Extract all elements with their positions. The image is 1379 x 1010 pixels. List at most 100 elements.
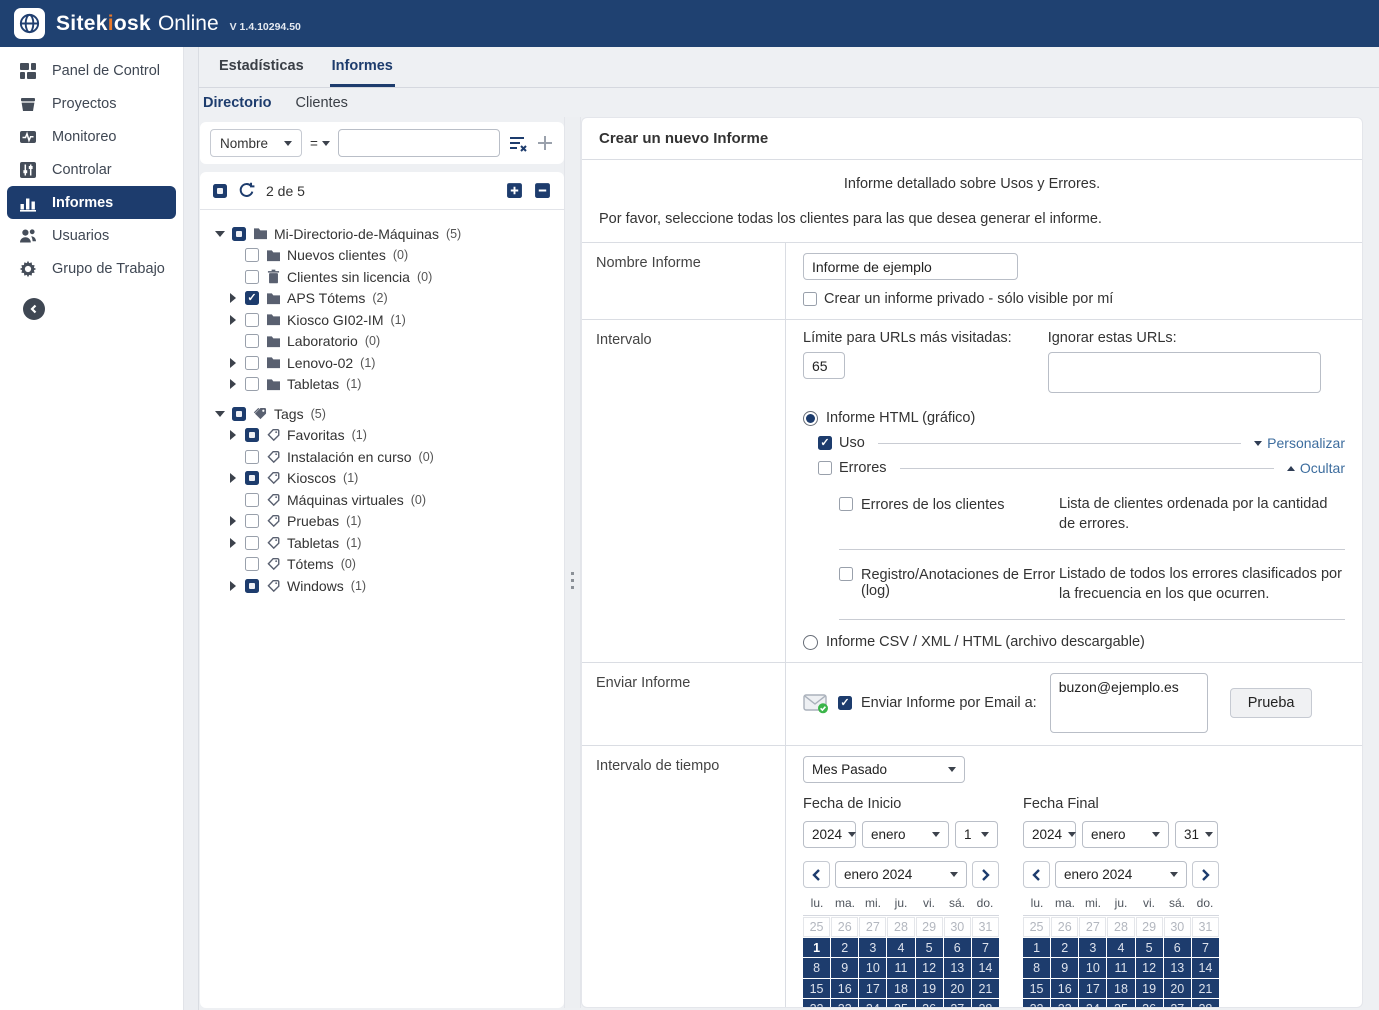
calendar-day[interactable]: 28	[1191, 999, 1219, 1007]
calendar-day[interactable]: 31	[971, 917, 999, 937]
calendar-day[interactable]: 15	[1023, 978, 1051, 999]
tree-item-checkbox[interactable]	[232, 226, 246, 241]
calendar-day[interactable]: 24	[859, 999, 887, 1007]
calendar-day[interactable]: 22	[803, 999, 831, 1007]
calendar-day[interactable]: 18	[887, 978, 915, 999]
sidebar-item-controlar[interactable]: Controlar	[0, 153, 183, 186]
tree-item-windows[interactable]: Windows (1)	[208, 575, 556, 597]
calendar-day[interactable]: 9	[1051, 958, 1079, 978]
tree-item-checkbox[interactable]	[245, 449, 259, 464]
calendar-day[interactable]: 20	[1163, 978, 1191, 999]
calendar-month-select[interactable]: enero 2024	[835, 861, 967, 889]
calendar-day[interactable]: 26	[831, 917, 859, 937]
calendar-day[interactable]: 3	[1079, 937, 1107, 958]
private-report-checkbox[interactable]	[803, 292, 817, 306]
calendar-day[interactable]: 19	[915, 978, 943, 999]
calendar-day[interactable]: 13	[1163, 958, 1191, 978]
calendar-day[interactable]: 25	[1107, 999, 1135, 1007]
tree-item-laboratorio[interactable]: Laboratorio (0)	[208, 331, 556, 353]
sidebar-item-grupo-de-trabajo[interactable]: Grupo de Trabajo	[0, 252, 183, 285]
calendar-day[interactable]: 30	[1163, 917, 1191, 937]
personalizar-link[interactable]: Personalizar	[1254, 435, 1345, 451]
html-report-radio[interactable]	[803, 410, 818, 426]
calendar-day[interactable]: 16	[831, 978, 859, 999]
calendar-day[interactable]: 29	[1135, 917, 1163, 937]
caret-right-icon[interactable]	[230, 537, 236, 548]
add-filter-button[interactable]	[536, 134, 554, 152]
calendar-day[interactable]: 9	[831, 958, 859, 978]
tree-item-checkbox[interactable]	[245, 557, 259, 572]
caret-right-icon[interactable]	[230, 379, 236, 390]
calendar-day[interactable]: 1	[803, 937, 831, 958]
caret-right-icon[interactable]	[230, 357, 236, 368]
tree-item-checkbox[interactable]	[245, 355, 259, 370]
next-month-button[interactable]	[972, 861, 999, 889]
caret-right-icon[interactable]	[230, 516, 236, 527]
calendar-day[interactable]: 27	[1163, 999, 1191, 1007]
calendar-day[interactable]: 13	[943, 958, 971, 978]
clear-filter-button[interactable]	[508, 134, 528, 152]
calendar-month-select[interactable]: enero 2024	[1055, 861, 1187, 889]
calendar-day[interactable]: 16	[1051, 978, 1079, 999]
filter-operator-select[interactable]: =	[310, 136, 330, 151]
tree-item-tabletas[interactable]: Tabletas (1)	[208, 532, 556, 554]
calendar-day[interactable]: 17	[859, 978, 887, 999]
start-month-select[interactable]: enero	[862, 821, 949, 849]
ignore-urls-textarea[interactable]	[1047, 352, 1321, 393]
calendar-day[interactable]: 3	[859, 937, 887, 958]
calendar-day[interactable]: 14	[1191, 958, 1219, 978]
tree-item-checkbox[interactable]	[245, 312, 259, 327]
tree-item-checkbox[interactable]	[245, 578, 259, 593]
tree-item-nuevos-clientes[interactable]: Nuevos clientes (0)	[208, 245, 556, 267]
calendar-day[interactable]: 18	[1107, 978, 1135, 999]
expand-all-icon[interactable]	[506, 182, 523, 199]
calendar-day[interactable]: 10	[1079, 958, 1107, 978]
sidebar-item-informes[interactable]: Informes	[7, 186, 176, 219]
calendar-day[interactable]: 15	[803, 978, 831, 999]
sidebar-item-usuarios[interactable]: Usuarios	[0, 219, 183, 252]
sidebar-item-monitoreo[interactable]: Monitoreo	[0, 120, 183, 153]
caret-down-icon[interactable]	[215, 230, 225, 237]
calendar-day[interactable]: 5	[1135, 937, 1163, 958]
calendar-day[interactable]: 6	[943, 937, 971, 958]
tree-item-tabletas[interactable]: Tabletas (1)	[208, 374, 556, 396]
calendar-day[interactable]: 26	[1135, 999, 1163, 1007]
start-year-select[interactable]: 2024	[803, 821, 857, 849]
tree-item-checkbox[interactable]	[245, 535, 259, 550]
calendar-day[interactable]: 29	[915, 917, 943, 937]
tree-item-pruebas[interactable]: Pruebas (1)	[208, 511, 556, 533]
end-year-select[interactable]: 2024	[1023, 821, 1077, 849]
calendar-day[interactable]: 17	[1079, 978, 1107, 999]
error-log-checkbox[interactable]	[839, 567, 853, 582]
time-preset-select[interactable]: Mes Pasado	[803, 756, 965, 784]
tree-item-checkbox[interactable]	[245, 428, 259, 443]
subtab-directorio[interactable]: Directorio	[203, 95, 272, 111]
tree-item-checkbox[interactable]	[232, 406, 246, 421]
tree-item-checkbox[interactable]: ✓	[245, 291, 259, 306]
calendar-day[interactable]: 25	[803, 917, 831, 937]
calendar-day[interactable]: 30	[943, 917, 971, 937]
calendar-day[interactable]: 2	[1051, 937, 1079, 958]
calendar-day[interactable]: 21	[971, 978, 999, 999]
send-email-checkbox[interactable]: ✓	[838, 696, 852, 711]
uso-checkbox[interactable]: ✓	[818, 436, 832, 450]
client-errors-checkbox[interactable]	[839, 497, 853, 511]
calendar-day[interactable]: 28	[971, 999, 999, 1007]
tree-item-tags[interactable]: Tags (5)	[208, 403, 556, 425]
test-email-button[interactable]: Prueba	[1229, 688, 1313, 719]
caret-right-icon[interactable]	[230, 473, 236, 484]
tree-item-checkbox[interactable]	[245, 269, 259, 284]
prev-month-button[interactable]	[803, 861, 830, 889]
calendar-day[interactable]: 20	[943, 978, 971, 999]
calendar-day[interactable]: 11	[887, 958, 915, 978]
calendar-day[interactable]: 19	[1135, 978, 1163, 999]
tree-item-clientes-sin-licencia[interactable]: Clientes sin licencia (0)	[208, 266, 556, 288]
url-limit-input[interactable]	[803, 352, 845, 379]
tree-item-lenovo-02[interactable]: Lenovo-02 (1)	[208, 352, 556, 374]
calendar-day[interactable]: 21	[1191, 978, 1219, 999]
calendar-day[interactable]: 12	[915, 958, 943, 978]
caret-right-icon[interactable]	[230, 430, 236, 441]
tree-item-favoritas[interactable]: Favoritas (1)	[208, 425, 556, 447]
calendar-day[interactable]: 23	[831, 999, 859, 1007]
tree-item-checkbox[interactable]	[245, 377, 259, 392]
